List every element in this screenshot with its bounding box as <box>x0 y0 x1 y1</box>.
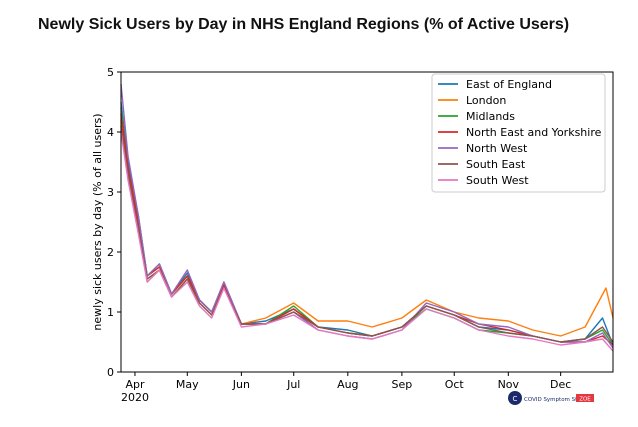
x-tick-label: Jul <box>286 378 300 391</box>
legend-label: Midlands <box>466 110 515 123</box>
chart-title: Newly Sick Users by Day in NHS England R… <box>38 16 570 33</box>
series-line-7 <box>120 131 614 352</box>
logo-text: COVID Symptom Study <box>524 397 588 403</box>
x-axis: Apr May Jun Jul Aug Sep Oct Nov Dec 2020 <box>121 372 571 404</box>
logo-badge-text: ZOE <box>579 397 591 403</box>
logo-circle-icon <box>508 391 522 405</box>
legend-label: East of England <box>466 78 552 91</box>
y-tick-label: 0 <box>107 366 114 379</box>
legend-label: South East <box>466 158 526 171</box>
y-tick-label: 1 <box>107 306 114 319</box>
x-tick-label: Aug <box>337 378 358 391</box>
y-tick-label: 3 <box>107 186 114 199</box>
x-year-label: 2020 <box>121 391 149 404</box>
logo-badge <box>576 394 594 402</box>
covid-symptom-study-logo: C COVID Symptom Study ZOE <box>508 391 594 405</box>
x-tick-label: Dec <box>550 378 571 391</box>
x-tick-label: Apr <box>125 378 145 391</box>
x-tick-label: Nov <box>498 378 520 391</box>
legend-label: London <box>466 94 506 107</box>
legend: East of England London Midlands North East … <box>431 73 606 193</box>
y-tick-label: 5 <box>107 66 114 79</box>
legend-label: South West <box>466 174 529 187</box>
x-tick-label: Sep <box>392 378 413 391</box>
x-tick-label: Oct <box>445 378 465 391</box>
y-axis: 0 1 2 3 4 5 <box>107 66 121 379</box>
y-tick-label: 4 <box>107 126 114 139</box>
series-layer <box>120 83 614 352</box>
legend-label: North East and Yorkshire <box>466 126 602 139</box>
svg-text:C: C <box>513 395 518 403</box>
y-axis-label: newly sick users by day (% of all users) <box>91 113 104 330</box>
y-tick-label: 2 <box>107 246 114 259</box>
legend-label: North West <box>466 142 528 155</box>
legend-box <box>431 73 606 193</box>
series-line-5 <box>120 83 614 349</box>
plot-frame <box>120 71 614 373</box>
x-tick-label: Jun <box>232 378 250 391</box>
x-tick-label: May <box>176 378 199 391</box>
